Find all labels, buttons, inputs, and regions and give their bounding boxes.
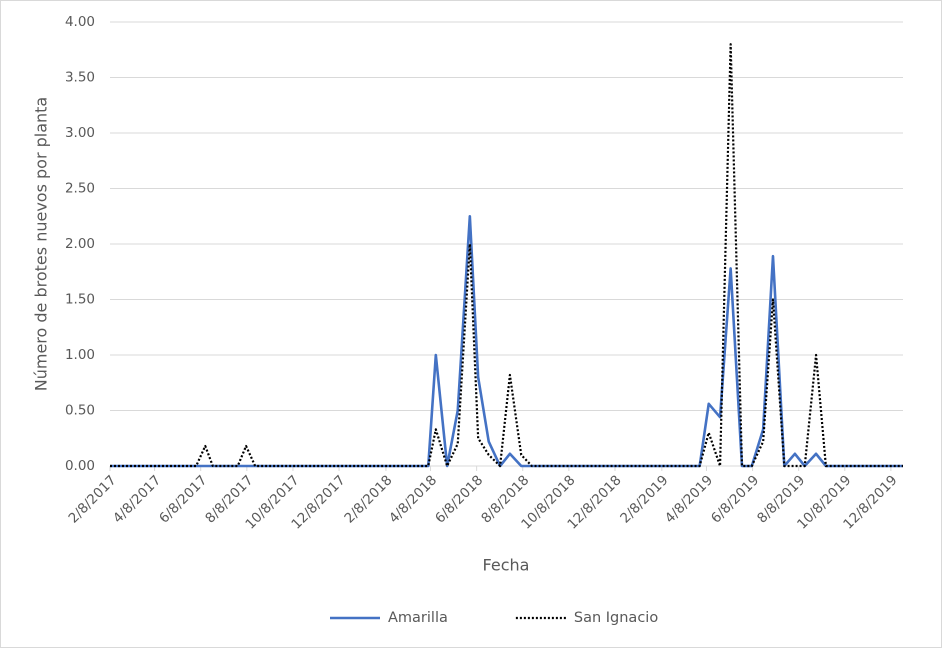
y-axis-title: Número de brotes nuevos por planta [32,97,51,391]
legend: Amarilla San Ignacio [330,610,658,626]
y-tick-label: 2.50 [65,181,95,197]
y-tick-label: 2.00 [65,236,95,252]
legend-label: San Ignacio [574,610,658,626]
y-tick-label: 1.50 [65,292,95,308]
x-axis-title: Fecha [483,556,530,575]
lines [110,43,903,468]
y-tick-label: 1.00 [65,347,95,363]
y-tick-label: 4.00 [65,14,95,30]
y-tick-label: 3.50 [65,70,95,86]
series-line [110,43,903,468]
y-tick-label: 3.00 [65,125,95,141]
grid [110,21,903,467]
y-tick-label: 0.00 [65,458,95,474]
legend-label: Amarilla [388,610,448,626]
y-tick-label: 0.50 [65,403,95,419]
